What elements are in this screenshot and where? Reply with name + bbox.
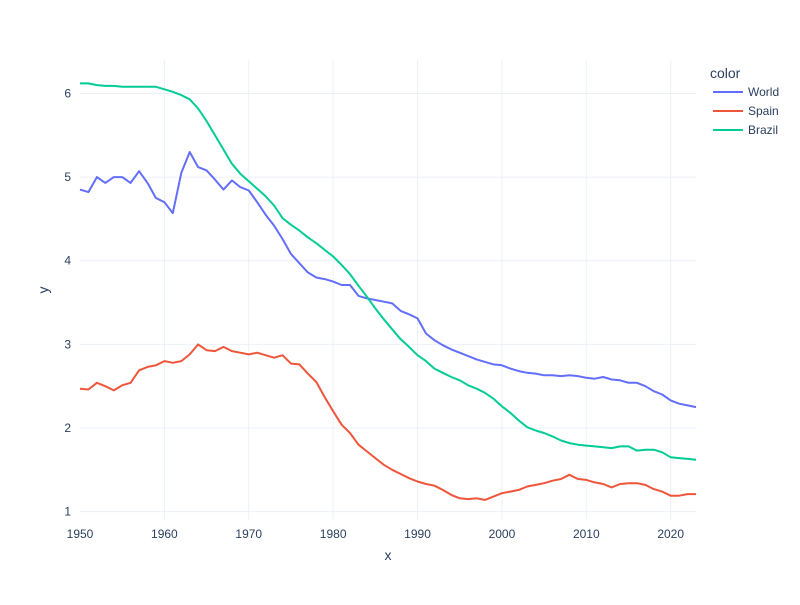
legend-label-brazil: Brazil (748, 123, 778, 137)
legend: color World Spain Brazil (710, 65, 779, 137)
legend-label-world: World (748, 85, 779, 99)
grid (80, 60, 696, 520)
x-tick-label: 2020 (657, 527, 684, 541)
x-axis-label: x (385, 547, 392, 563)
x-tick-label: 1970 (235, 527, 262, 541)
y-tick-label: 2 (64, 421, 71, 435)
tick-labels: 1950 1960 1970 1980 1990 2000 2010 2020 1 2 3 4 5 6 (64, 86, 684, 541)
series-lines (79, 82, 697, 501)
y-tick-label: 5 (64, 170, 71, 184)
legend-title: color (710, 65, 741, 81)
y-tick-label: 6 (64, 86, 71, 100)
series-line-spain (79, 343, 696, 501)
y-tick-label: 3 (64, 337, 71, 351)
series-line-brazil (80, 82, 697, 461)
y-axis-label: y (35, 287, 51, 294)
x-tick-label: 2010 (573, 527, 600, 541)
series-line-world (79, 151, 697, 409)
x-tick-label: 2000 (489, 527, 516, 541)
y-tick-label: 1 (64, 505, 71, 519)
y-tick-label: 4 (64, 254, 71, 268)
x-tick-label: 1950 (67, 527, 94, 541)
x-tick-label: 1980 (320, 527, 347, 541)
x-tick-label: 1990 (404, 527, 431, 541)
legend-label-spain: Spain (748, 104, 779, 118)
x-tick-label: 1960 (151, 527, 178, 541)
